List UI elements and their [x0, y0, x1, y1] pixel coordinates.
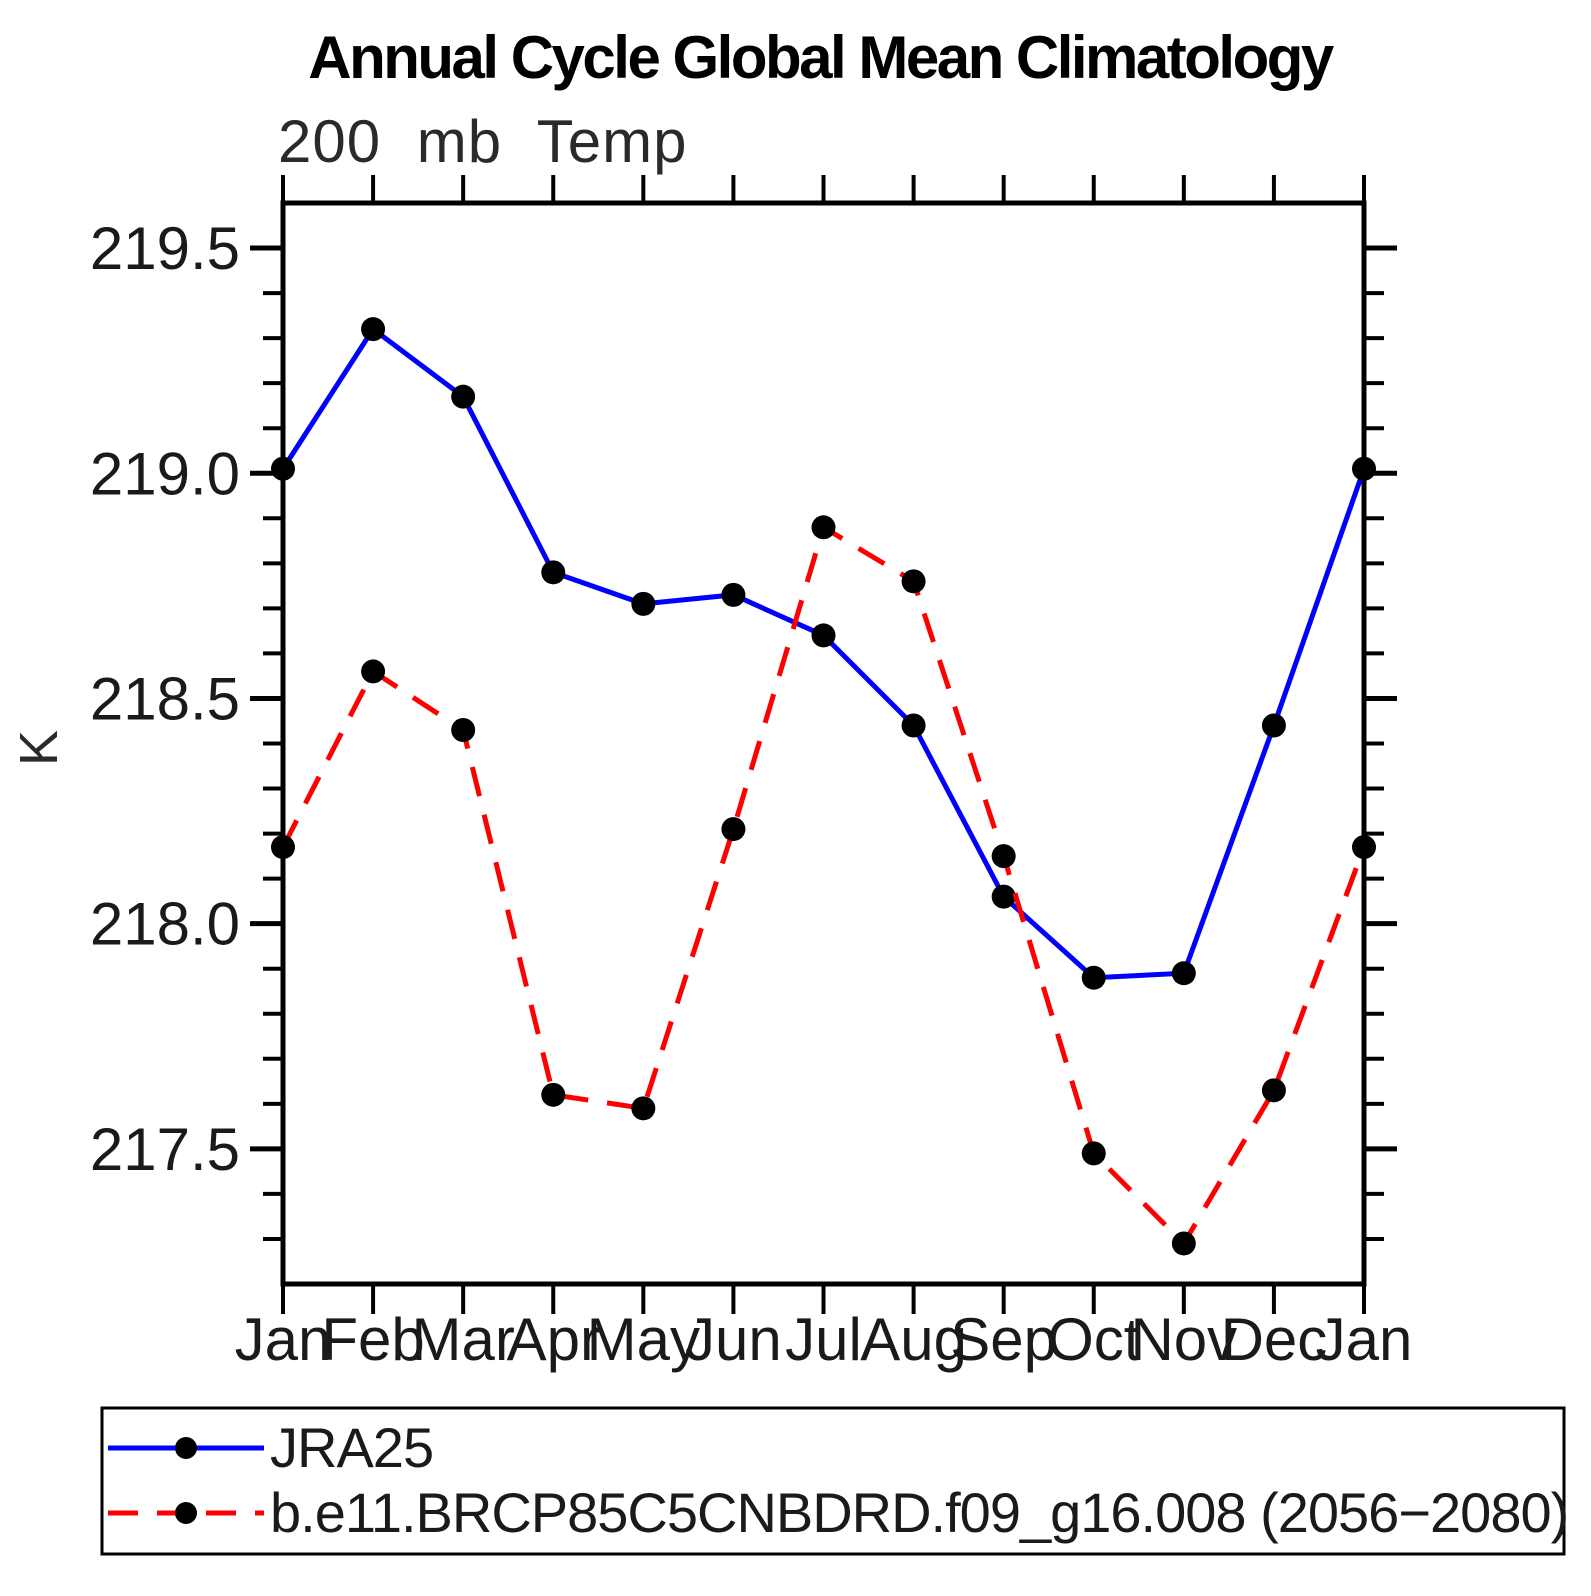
data-point-jra25-nov	[1171, 961, 1196, 986]
x-tick-label: Oct	[1047, 1306, 1141, 1373]
x-tick-label: Apr	[507, 1306, 600, 1373]
y-tick-label: 218.0	[90, 891, 240, 958]
x-tick-label: May	[587, 1306, 700, 1373]
y-tick-label: 217.5	[90, 1116, 240, 1183]
x-tick-label: Feb	[321, 1306, 424, 1373]
data-point-model-jun	[721, 817, 746, 842]
chart-title: Annual Cycle Global Mean Climatology	[308, 24, 1335, 91]
data-point-model-sep	[991, 844, 1016, 869]
data-point-jra25-jan	[271, 456, 295, 481]
data-point-model-jan	[1352, 835, 1376, 860]
x-tick-label: Jan	[1316, 1306, 1413, 1373]
data-point-jra25-dec	[1261, 713, 1286, 738]
data-point-jra25-jan	[1352, 456, 1376, 481]
y-axis-label: K	[9, 730, 69, 766]
data-point-model-jul	[811, 515, 836, 540]
data-point-model-nov	[1171, 1231, 1196, 1256]
data-point-model-may	[631, 1096, 656, 1121]
data-point-model-mar	[451, 717, 476, 742]
x-tick-label: Dec	[1221, 1306, 1328, 1373]
y-tick-label: 218.5	[90, 665, 240, 732]
legend-label-jra25: JRA25	[270, 1416, 433, 1479]
data-point-model-aug	[901, 569, 926, 594]
data-point-jra25-jun	[721, 582, 746, 607]
x-tick-label: Aug	[860, 1306, 967, 1373]
legend: JRA25 b.e11.BRCP85C5CNBDRD.f09_g16.008 (…	[100, 1406, 1569, 1556]
data-point-model-apr	[541, 1082, 566, 1107]
x-tick-label: Mar	[411, 1306, 514, 1373]
data-point-model-oct	[1081, 1141, 1106, 1166]
data-point-model-jan	[271, 835, 295, 860]
data-point-jra25-aug	[901, 713, 926, 738]
data-point-jra25-mar	[451, 384, 476, 409]
x-tick-label: Jul	[785, 1306, 862, 1373]
x-tick-label: Sep	[950, 1306, 1057, 1373]
data-point-jra25-feb	[361, 317, 386, 342]
legend-box	[100, 1406, 1566, 1556]
data-point-jra25-oct	[1081, 965, 1106, 990]
x-tick-label: Jan	[235, 1306, 332, 1373]
data-point-jra25-sep	[991, 884, 1016, 909]
x-tick-label: Jun	[685, 1306, 782, 1373]
data-point-jra25-apr	[541, 560, 566, 585]
legend-marker-model	[175, 1502, 197, 1524]
data-point-jra25-may	[631, 591, 656, 616]
y-tick-label: 219.0	[90, 440, 240, 507]
y-tick-label: 219.5	[90, 215, 240, 282]
x-tick-label: Nov	[1130, 1306, 1237, 1373]
data-point-jra25-jul	[811, 623, 836, 648]
chart-subtitle: 200 mb Temp	[278, 108, 687, 175]
data-point-model-feb	[361, 659, 386, 684]
data-point-model-dec	[1261, 1078, 1286, 1103]
legend-marker-jra25	[175, 1437, 197, 1459]
legend-label-model: b.e11.BRCP85C5CNBDRD.f09_g16.008 (2056−2…	[270, 1481, 1568, 1544]
